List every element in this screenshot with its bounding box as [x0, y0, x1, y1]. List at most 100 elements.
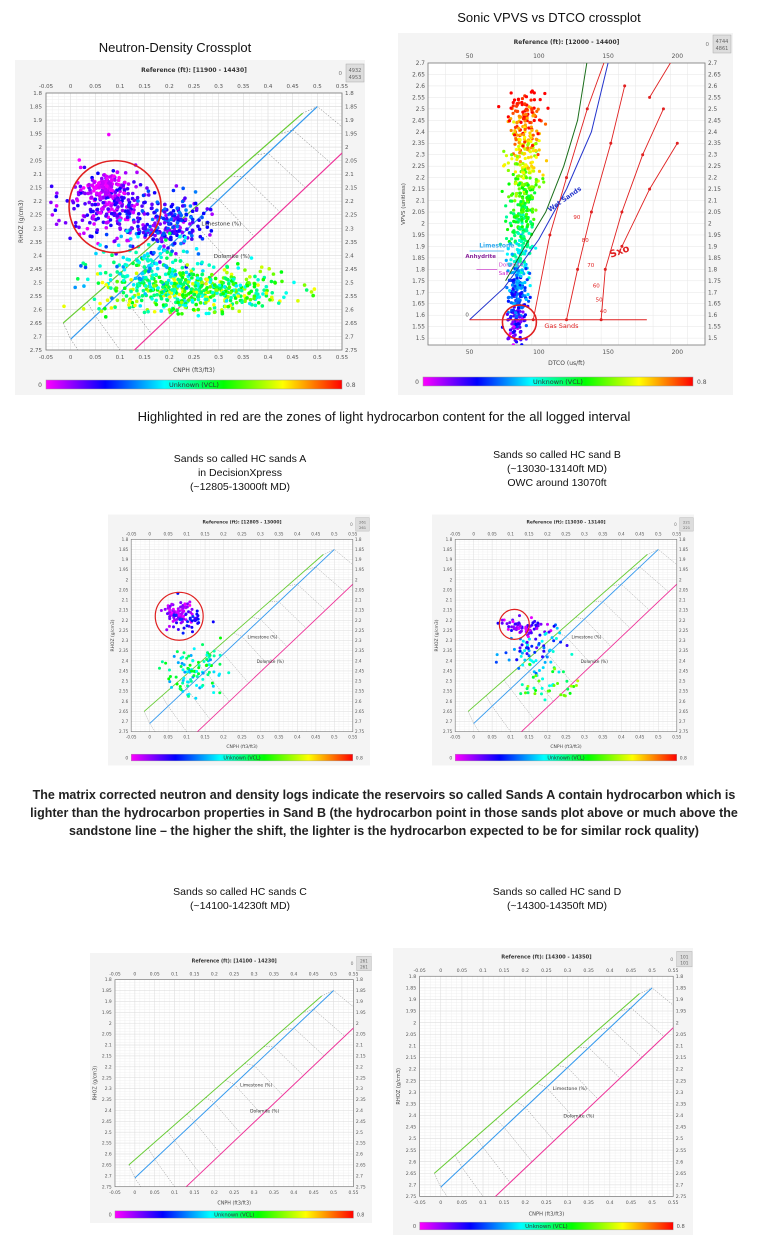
sxo-point	[609, 141, 613, 145]
scatter-point	[200, 260, 204, 265]
scatter-point	[154, 302, 159, 307]
scatter-point	[513, 199, 517, 203]
scatter-point	[236, 266, 241, 270]
scatter-point	[193, 618, 197, 622]
colorbar-max: 0.8	[680, 755, 687, 761]
scatter-point	[203, 300, 208, 305]
scatter-point	[152, 250, 156, 255]
scatter-point	[87, 182, 91, 187]
scatter-point	[193, 201, 198, 206]
scatter-point	[104, 184, 109, 188]
scatter-point	[527, 171, 531, 175]
scatter-point	[169, 235, 173, 240]
x-tick-label: 0.3	[251, 1190, 258, 1196]
counter-value: 221	[683, 526, 691, 530]
scatter-point	[521, 251, 525, 255]
scatter-point	[136, 292, 141, 296]
x-tick-label: 0.25	[541, 1200, 551, 1206]
y-tick-label: 2.25	[412, 164, 425, 170]
scatter-point	[170, 249, 174, 253]
scatter-point	[180, 230, 185, 235]
scatter-point	[505, 227, 510, 232]
y-tick-label-right: 2.3	[356, 1086, 363, 1092]
scatter-point	[526, 691, 530, 695]
scatter-point	[101, 181, 105, 186]
scatter-point	[88, 234, 93, 239]
scatter-point	[179, 241, 183, 246]
sxo-point	[585, 107, 589, 111]
scatter-point	[122, 267, 127, 272]
scatter-point	[105, 298, 110, 302]
scatter-point	[510, 199, 514, 203]
scatter-point	[504, 258, 508, 262]
sxo-point	[623, 84, 627, 88]
scatter-point	[520, 651, 524, 655]
y-tick-label-right: 1.9	[356, 999, 363, 1005]
scatter-point	[507, 625, 511, 629]
scatter-point	[212, 691, 216, 695]
scatter-point	[144, 284, 148, 288]
scatter-point	[169, 211, 173, 215]
scatter-point	[143, 200, 147, 205]
scatter-point	[160, 239, 164, 244]
scatter-point	[165, 250, 170, 254]
scatter-point	[206, 290, 210, 295]
scatter-point	[179, 218, 184, 223]
scatter-point	[530, 623, 534, 627]
x-tick-label-top: 0.1	[171, 972, 178, 978]
scatter-point	[125, 229, 129, 233]
scatter-point	[188, 600, 192, 604]
colorbar-label: Unknown (VCL)	[547, 755, 584, 761]
scatter-point	[522, 133, 526, 137]
scatter-point	[189, 654, 193, 658]
scatter-point	[524, 205, 528, 210]
scatter-point	[520, 643, 524, 647]
scatter-point	[576, 679, 580, 683]
sxo-value: 90	[573, 215, 580, 221]
scatter-point	[186, 694, 190, 698]
scatter-point	[195, 612, 199, 616]
y-tick-label-right: 2.5	[676, 1136, 683, 1142]
x-tick-label-top: 0.5	[331, 532, 338, 537]
scatter-point	[521, 196, 525, 200]
y-tick-label-right: 1.6	[708, 313, 718, 319]
y-tick-label-right: 2.75	[355, 729, 365, 734]
scatter-point	[517, 614, 521, 618]
scatter-point	[127, 299, 132, 304]
scatter-point	[186, 280, 191, 284]
x-tick-label: 0	[472, 734, 475, 739]
scatter-point	[518, 191, 523, 195]
scatter-point	[143, 233, 148, 238]
scatter-point	[105, 176, 109, 181]
y-tick-label-right: 2.5	[355, 679, 362, 684]
scatter-point	[532, 217, 536, 221]
scatter-point	[510, 252, 514, 256]
scatter-point	[254, 288, 259, 293]
scatter-point	[198, 234, 203, 239]
scatter-point	[132, 180, 136, 184]
scatter-point	[185, 670, 189, 674]
scatter-point	[189, 677, 193, 681]
scatter-point	[502, 149, 506, 153]
scatter-point	[171, 607, 175, 611]
y-axis-label: VPVS (unitless)	[401, 183, 407, 225]
scatter-point	[511, 620, 515, 624]
scatter-point	[129, 289, 133, 294]
scatter-point	[136, 211, 141, 216]
scatter-point	[525, 229, 529, 233]
y-tick-label: 2.6	[105, 1152, 112, 1158]
scatter-point	[142, 265, 147, 269]
scatter-point	[170, 260, 175, 265]
y-tick-label-right: 2.65	[355, 709, 365, 714]
scatter-point	[530, 128, 534, 132]
y-tick-label-right: 1.8	[676, 974, 683, 980]
sxo-point	[661, 107, 665, 111]
sandstone-line	[62, 112, 303, 324]
scatter-point	[104, 244, 108, 249]
y-tick-label: 2.2	[122, 618, 129, 623]
scatter-point	[136, 234, 140, 239]
y-tick-label: 2.6	[416, 84, 426, 90]
scatter-point	[518, 630, 522, 634]
scatter-point	[175, 297, 180, 302]
scatter-point	[181, 282, 186, 287]
